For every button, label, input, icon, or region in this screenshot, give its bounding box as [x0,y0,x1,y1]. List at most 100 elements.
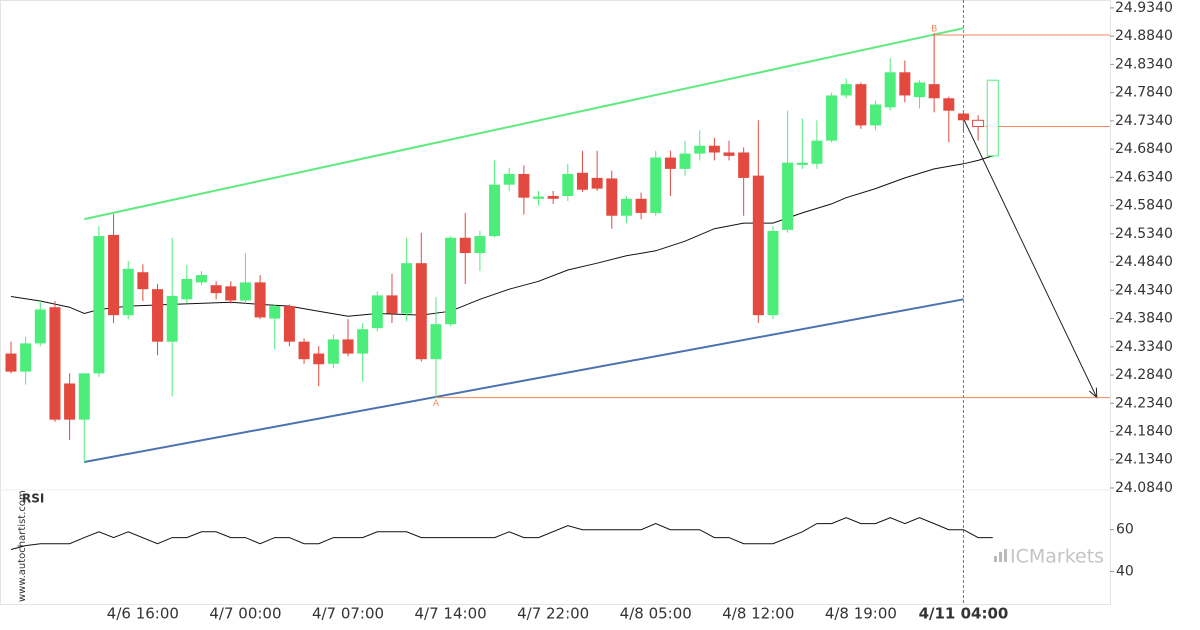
candle-body [152,289,164,342]
candle-body [870,104,882,126]
y-tick-label: 24.4840 [1115,254,1173,270]
candle-body [620,198,632,216]
y-tick-label: 24.5840 [1115,198,1173,214]
candle-body [664,157,676,169]
candle-body [826,95,838,141]
candle-body [166,295,178,342]
trend-line [84,298,964,463]
candle-body [401,263,413,314]
x-tick-label: 4/7 22:00 [517,605,589,623]
candle-body [606,178,618,216]
rsi-line [10,517,993,550]
candle-body [796,162,808,165]
y-tick-label: 24.1340 [1115,452,1173,468]
candle-body [371,295,383,329]
candle-body [591,177,603,189]
x-tick-label: 4/7 07:00 [312,605,384,623]
y-tick-label: 24.6340 [1115,169,1173,185]
x-tick-label: 4/7 00:00 [209,605,281,623]
y-tick-label: 24.3840 [1115,311,1173,327]
candle-body [694,145,706,154]
candle-body [562,173,574,196]
candle-body [357,329,369,354]
annotation: B [931,25,937,35]
candle-body [972,119,985,128]
candle-body [430,324,442,360]
x-tick-label: 4/8 05:00 [620,605,692,623]
plot-frame [0,0,1111,605]
y-tick-label: 24.6840 [1115,141,1173,157]
y-tick-label: 24.2340 [1115,395,1173,411]
brand: ICMarkets [1010,546,1104,568]
candle-body [986,79,999,157]
y-tick-label: 24.8340 [1115,56,1173,72]
y-tick-label: 24.7840 [1115,85,1173,101]
candle-body [635,198,647,213]
candle-body [884,72,896,108]
candle-body [943,98,955,111]
candle-body [738,152,750,178]
candle-body [5,353,17,372]
candle-body [122,268,134,316]
candle-body [547,195,559,199]
candle-body [386,295,398,314]
candle-body [445,237,457,325]
candle-body [533,196,545,199]
candle-body [195,275,207,283]
candle-body [34,309,46,344]
trend-line [963,118,1098,398]
candle-body [93,236,105,374]
y-tick-label: 24.3340 [1115,339,1173,355]
candle-body [899,72,911,96]
candle-body [782,162,794,230]
x-tick-label: 4/6 16:00 [107,605,179,623]
y-tick-label: 24.2840 [1115,367,1173,383]
candle-body [928,84,940,99]
candle-body [767,230,779,316]
candle-body [298,341,310,360]
candle-body [708,145,720,153]
candle-body [489,184,501,237]
candle-body [210,285,222,294]
rsi-tick-label: 60 [1116,522,1134,538]
candle-body [474,236,486,254]
trend-line [84,27,964,221]
x-tick-label: 4/7 14:00 [415,605,487,623]
candle-body [283,306,295,342]
y-tick-label: 24.5340 [1115,226,1173,242]
candle-body [723,152,735,156]
candle-body [855,84,867,126]
candle-body [313,353,325,365]
candle-body [914,82,926,98]
candle-body [64,383,76,420]
x-tick-label: 4/8 12:00 [722,605,794,623]
candle-body [576,172,588,190]
candle-body [254,282,266,318]
candle-body [342,339,354,354]
candle-body [503,173,515,185]
candle-body [269,306,281,319]
candle-body [840,84,852,96]
candle-body [752,175,764,316]
candle-body [108,234,120,316]
x-tick-label: 4/11 04:00 [919,605,1009,623]
candle-body [239,282,251,301]
rsi-title: RSI [22,492,44,506]
candle-body [518,173,530,198]
candle-body [957,113,969,121]
candle-body [811,140,823,164]
candle-body [459,237,471,254]
candle-body [49,307,61,420]
annotation: A [433,399,440,409]
candle-body [78,373,90,420]
candle-body [650,157,662,213]
x-tick-label: 4/8 19:00 [825,605,897,623]
y-tick-label: 24.0840 [1115,480,1173,496]
y-tick-label: 24.9340 [1115,0,1173,16]
y-tick-label: 24.1840 [1115,423,1173,439]
candle-body [679,153,691,169]
candle-body [415,263,427,360]
y-tick-label: 24.7340 [1115,113,1173,129]
candle-body [181,278,193,300]
